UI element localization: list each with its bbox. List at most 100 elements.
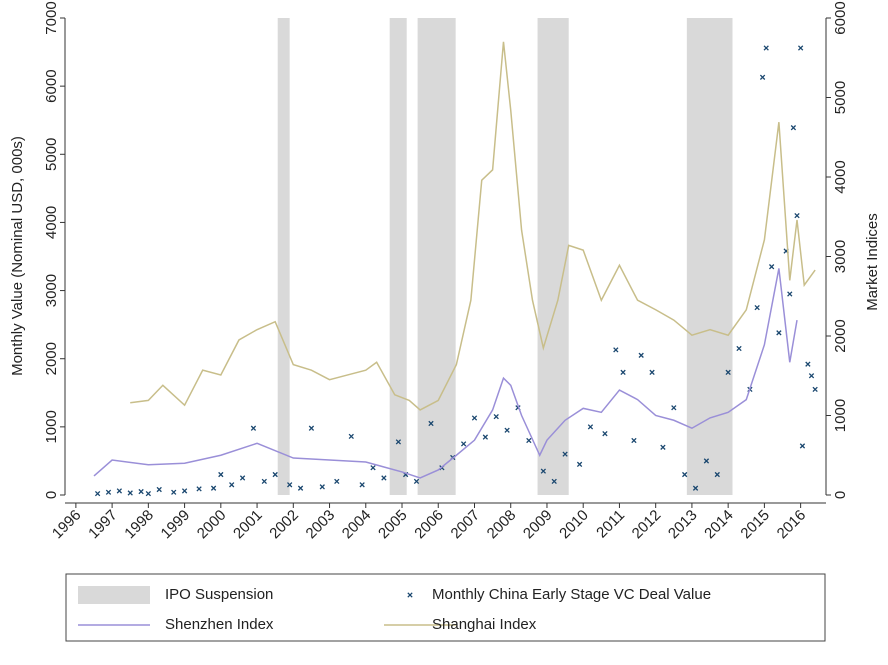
scatter-point bbox=[736, 345, 742, 352]
scatter-point bbox=[181, 488, 188, 494]
x-tick-label: 2013 bbox=[665, 507, 701, 543]
scatter-point bbox=[94, 490, 101, 497]
scatter-point bbox=[790, 125, 797, 131]
scatter-point bbox=[812, 386, 818, 393]
scatter-point bbox=[196, 486, 202, 492]
x-tick-label: 2016 bbox=[774, 507, 810, 543]
x-tick-label: 2010 bbox=[556, 507, 592, 543]
scatter-point bbox=[272, 471, 278, 478]
scatter-point bbox=[370, 465, 376, 471]
scatter-point bbox=[620, 369, 626, 376]
scatter-point bbox=[602, 431, 608, 437]
scatter-point bbox=[805, 361, 811, 367]
y-tick-label: 2000 bbox=[43, 342, 60, 375]
scatter-point bbox=[334, 478, 340, 485]
scatter-point bbox=[649, 369, 655, 376]
scatter-point bbox=[171, 489, 177, 495]
scatter-point bbox=[540, 468, 547, 474]
x-tick-label: 2006 bbox=[411, 507, 447, 543]
x-tick-label: 2015 bbox=[737, 507, 773, 543]
x-tick-label: 2001 bbox=[230, 507, 266, 543]
x-tick-label: 1997 bbox=[85, 507, 121, 543]
scatter-point bbox=[631, 437, 637, 444]
scatter-point bbox=[692, 485, 699, 491]
scatter-point bbox=[287, 482, 293, 488]
scatter-point bbox=[138, 488, 144, 495]
scatter-point bbox=[413, 478, 420, 485]
scatter-point bbox=[381, 475, 387, 481]
scatter-point bbox=[127, 490, 133, 496]
legend-box bbox=[65, 573, 826, 642]
ipo-suspension-band bbox=[389, 18, 407, 495]
scatter-point bbox=[145, 490, 152, 497]
x-tick-label: 2000 bbox=[194, 507, 230, 543]
y2-tick-label: 1000 bbox=[832, 399, 849, 432]
x-tick-label: 1998 bbox=[121, 507, 157, 543]
scatter-point bbox=[682, 471, 688, 478]
y2-axis-label: Market Indices bbox=[864, 213, 881, 311]
scatter-point bbox=[808, 373, 815, 379]
x-tick-label: 2002 bbox=[266, 507, 302, 543]
scatter-point bbox=[797, 45, 804, 51]
scatter-point bbox=[210, 485, 217, 491]
scatter-point bbox=[763, 45, 769, 51]
y-tick-label: 1000 bbox=[43, 410, 60, 443]
y2-tick-label: 2000 bbox=[832, 319, 849, 352]
y2-tick-label: 3000 bbox=[832, 240, 849, 273]
scatter-point bbox=[460, 441, 467, 447]
x-tick-label: 2007 bbox=[448, 507, 484, 543]
x-tick-label: 2008 bbox=[484, 507, 520, 543]
y2-tick-label: 4000 bbox=[832, 160, 849, 193]
scatter-point bbox=[638, 352, 644, 358]
index-line bbox=[93, 268, 798, 479]
x-tick-label: 2014 bbox=[701, 507, 737, 543]
scatter-point bbox=[613, 347, 619, 353]
scatter-point bbox=[725, 369, 731, 376]
scatter-point bbox=[787, 291, 793, 297]
scatter-point bbox=[794, 212, 800, 219]
ipo-suspension-band bbox=[686, 18, 733, 495]
y-tick-label: 7000 bbox=[43, 1, 60, 34]
scatter-point bbox=[759, 74, 766, 80]
scatter-point bbox=[105, 489, 112, 495]
scatter-point bbox=[776, 330, 782, 336]
scatter-point bbox=[587, 424, 594, 430]
y-tick-label: 3000 bbox=[43, 274, 60, 307]
scatter-point bbox=[250, 425, 257, 431]
scatter-point bbox=[239, 475, 246, 481]
scatter-point bbox=[218, 471, 224, 478]
ipo-suspension-band bbox=[417, 18, 456, 495]
x-tick-label: 2005 bbox=[375, 507, 411, 543]
scatter-point bbox=[116, 488, 123, 494]
scatter-point bbox=[504, 427, 510, 433]
scatter-point bbox=[493, 413, 499, 420]
legend-swatch bbox=[407, 592, 413, 598]
scatter-point bbox=[703, 458, 710, 464]
x-tick-label: 1996 bbox=[49, 507, 85, 543]
y-tick-label: 0 bbox=[43, 491, 60, 499]
x-tick-label: 1999 bbox=[158, 507, 194, 543]
scatter-point bbox=[768, 264, 775, 270]
scatter-point bbox=[229, 482, 235, 488]
scatter-point bbox=[754, 304, 760, 311]
scatter-point bbox=[359, 482, 365, 488]
scatter-point bbox=[526, 437, 532, 444]
index-line bbox=[130, 41, 816, 411]
scatter-point bbox=[576, 461, 583, 467]
x-tick-label: 2004 bbox=[339, 507, 375, 543]
x-tick-label: 2009 bbox=[520, 507, 556, 543]
legend-label: IPO Suspension bbox=[165, 586, 273, 603]
scatter-point bbox=[799, 443, 806, 449]
y-tick-label: 5000 bbox=[43, 138, 60, 171]
scatter-point bbox=[551, 478, 557, 485]
y-tick-label: 4000 bbox=[43, 206, 60, 239]
ipo-suspension-band bbox=[277, 18, 290, 495]
scatter-point bbox=[261, 478, 267, 485]
scatter-point bbox=[308, 425, 315, 431]
ipo-suspension-band bbox=[537, 18, 569, 495]
y-tick-label: 6000 bbox=[43, 69, 60, 102]
y2-tick-label: 0 bbox=[832, 491, 849, 499]
y2-tick-label: 6000 bbox=[832, 1, 849, 34]
